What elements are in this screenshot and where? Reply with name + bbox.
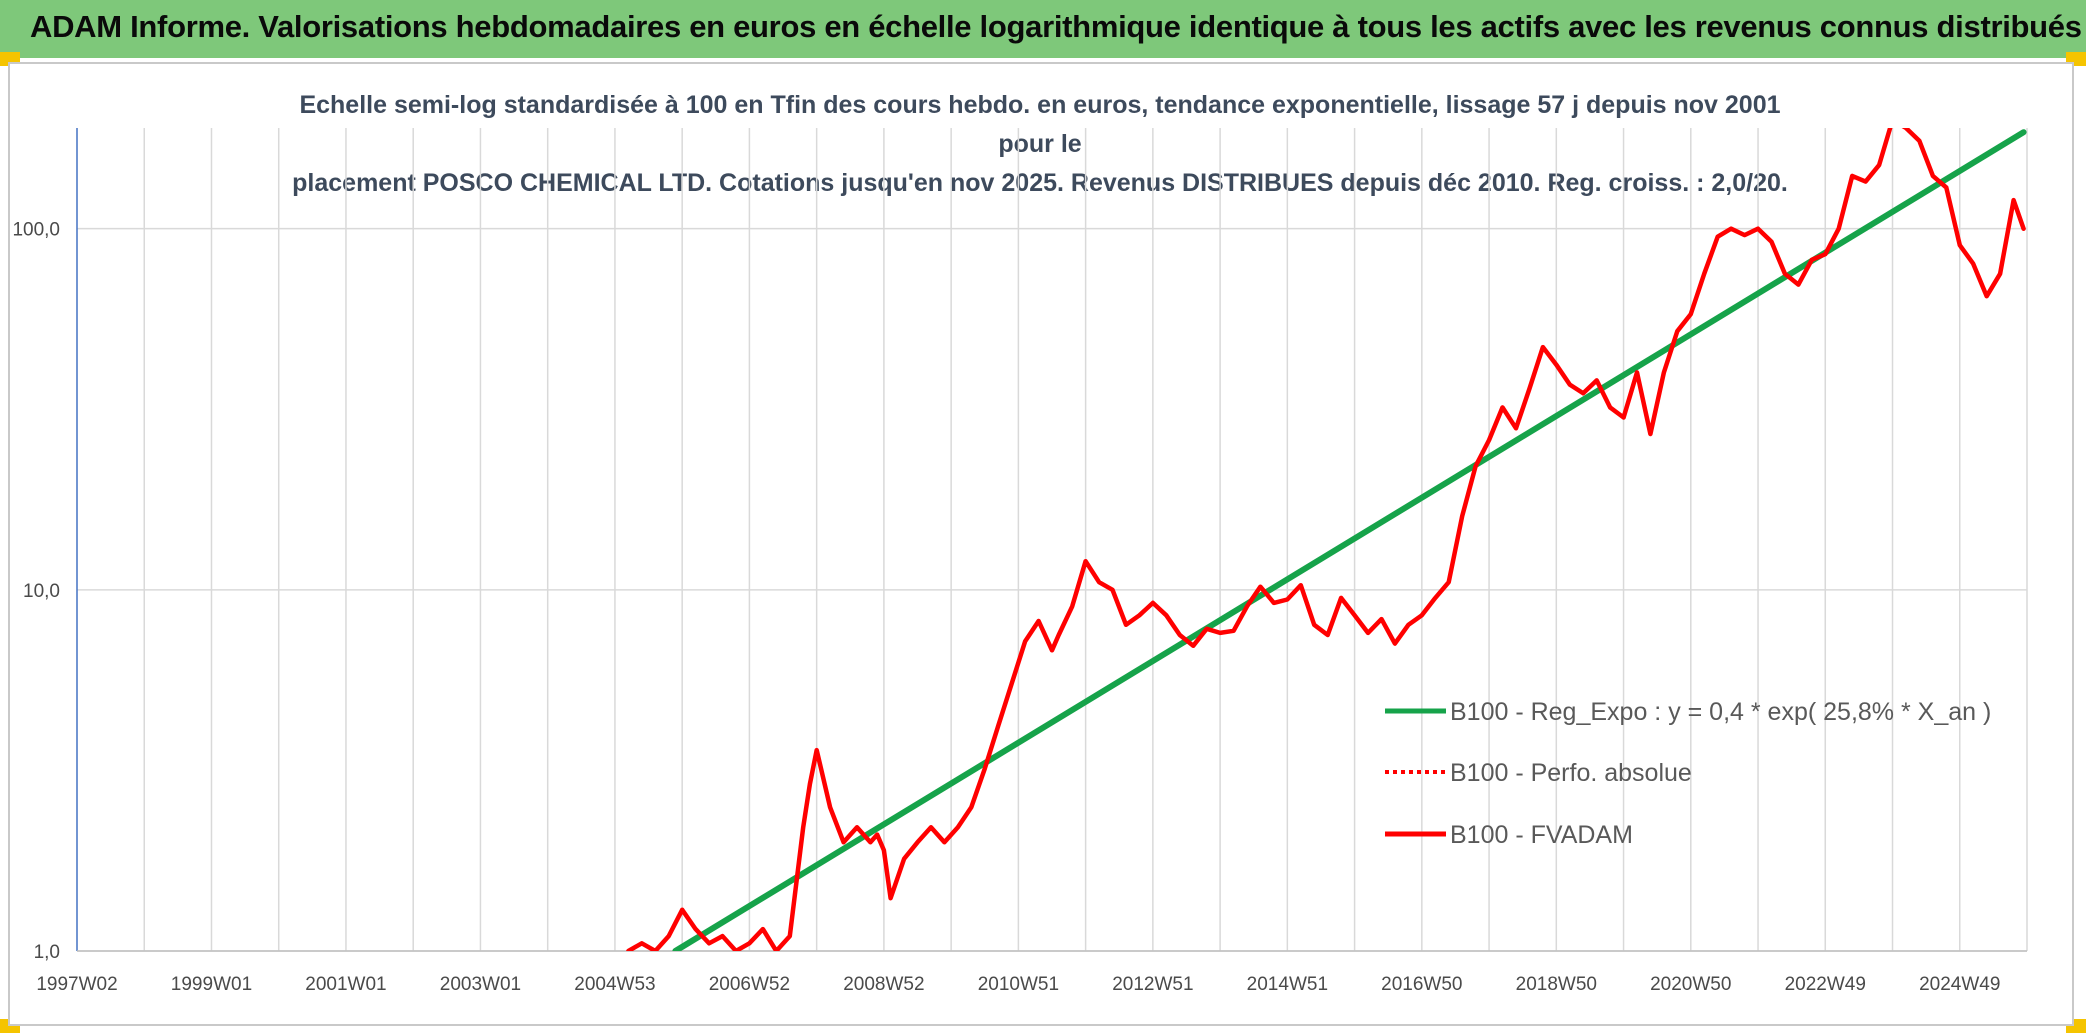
legend-item-perfo-absolue: B100 - Perfo. absolue [1385, 759, 1692, 787]
x-tick-label: 2022W49 [1785, 974, 1866, 995]
legend-label: B100 - Perfo. absolue [1450, 759, 1692, 787]
x-tick-label: 2008W52 [843, 974, 924, 995]
y-axis-ticks: 1,0 10,0 100,0 [12, 220, 60, 963]
x-tick-label: 2024W49 [1919, 974, 2000, 995]
page-title: ADAM Informe. Valorisations hebdomadaire… [30, 9, 2082, 44]
x-tick-label: 2020W50 [1650, 974, 1731, 995]
series-line-fvadam [626, 128, 2026, 951]
x-tick-label: 1997W02 [36, 974, 117, 995]
x-tick-label: 2003W01 [440, 974, 521, 995]
legend: B100 - Reg_Expo : y = 0,4 * exp( 25,8% *… [1385, 698, 1991, 849]
x-tick-label: 2004W53 [574, 974, 655, 995]
legend-label: B100 - Reg_Expo : y = 0,4 * exp( 25,8% *… [1450, 698, 1991, 726]
series-line-reg-expo [672, 129, 2027, 951]
title-banner: ADAM Informe. Valorisations hebdomadaire… [0, 0, 2086, 58]
chart-title: Echelle semi-log standardisée à 100 en T… [280, 86, 1800, 203]
y-tick-label: 100,0 [12, 220, 60, 241]
axes [76, 128, 2027, 952]
x-tick-label: 1999W01 [171, 974, 252, 995]
legend-label: B100 - FVADAM [1450, 821, 1633, 849]
grid [77, 128, 2028, 952]
y-tick-label: 1,0 [34, 942, 60, 963]
x-tick-label: 2010W51 [978, 974, 1059, 995]
x-tick-label: 2012W51 [1112, 974, 1193, 995]
legend-item-fvadam: B100 - FVADAM [1385, 821, 1633, 849]
x-tick-label: 2001W01 [305, 974, 386, 995]
x-tick-label: 2014W51 [1247, 974, 1328, 995]
legend-item-reg-expo: B100 - Reg_Expo : y = 0,4 * exp( 25,8% *… [1385, 698, 1991, 726]
x-axis-ticks: 1997W02 1999W01 2001W01 2003W01 2004W53 2006W… [36, 974, 2000, 995]
x-tick-label: 2016W50 [1381, 974, 1462, 995]
chart-frame [8, 62, 2074, 1026]
x-tick-label: 2006W52 [709, 974, 790, 995]
series-lines [626, 128, 2027, 951]
chart-title-line-1: Echelle semi-log standardisée à 100 en T… [299, 91, 1781, 158]
y-tick-label: 10,0 [23, 581, 60, 602]
chart-title-line-2: placement POSCO CHEMICAL LTD. Cotations … [292, 169, 1788, 197]
x-tick-label: 2018W50 [1516, 974, 1597, 995]
